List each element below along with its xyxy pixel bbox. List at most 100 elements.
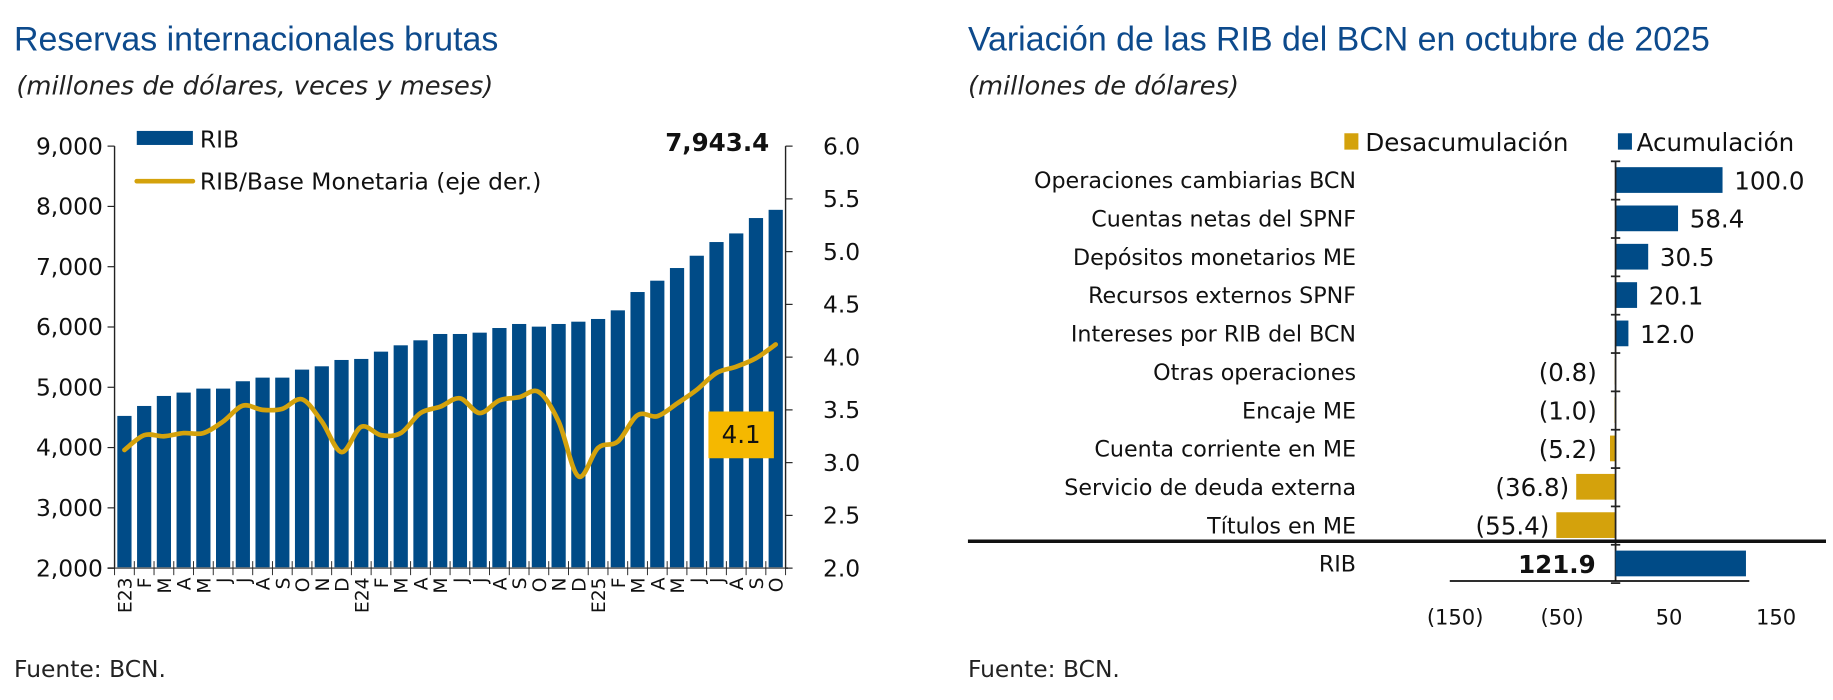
rib-bar	[137, 405, 152, 569]
rib-bar	[512, 323, 527, 569]
rib-bar	[590, 318, 606, 569]
variation-bar	[1556, 512, 1616, 538]
rib-variation-chart: Desacumulación Acumulación Operaciones cam…	[967, 128, 1826, 629]
month-label: M	[392, 577, 413, 593]
legend-desacumulacion-swatch	[1344, 133, 1359, 150]
rib-bar	[689, 255, 704, 569]
month-label: M	[629, 577, 650, 593]
rib-bar	[255, 377, 270, 569]
month-label: M	[155, 577, 176, 593]
rib-bar	[492, 328, 507, 569]
left-tick-label: 7,000	[36, 253, 103, 281]
rib-bar	[433, 333, 448, 569]
value-label: (0.8)	[1539, 358, 1597, 387]
rib-bar	[729, 233, 744, 569]
variation-bar	[1615, 243, 1649, 270]
month-label: J	[688, 577, 709, 584]
left-tick-label: 2,000	[36, 554, 103, 582]
right-tick-label: 5.5	[823, 185, 860, 213]
value-label: (1.0)	[1539, 396, 1597, 425]
right-chart-subtitle: (millones de dólares)	[967, 72, 1240, 102]
month-label: J	[451, 577, 472, 584]
rib-bar	[275, 377, 290, 569]
ratio-line	[122, 342, 779, 479]
ratio-label-box	[708, 411, 774, 459]
right-chart-source: Fuente: BCN.	[967, 654, 1120, 683]
x-tick-label: 150	[1756, 604, 1796, 629]
month-label: N	[550, 577, 571, 591]
rib-bar	[235, 381, 250, 569]
rib-bar	[650, 280, 665, 569]
last-ratio-value: 4.1	[722, 420, 761, 449]
rib-bar	[472, 332, 487, 569]
category-label: Recursos externos SPNF	[1088, 283, 1356, 309]
left-chart-subtitle: (millones de dólares, veces y meses)	[16, 72, 494, 102]
rib-bar	[354, 358, 369, 569]
value-label: (36.8)	[1495, 473, 1569, 502]
legend-ratio-label: RIB/Base Monetaria (eje der.)	[200, 167, 541, 195]
rib-bar	[531, 326, 546, 569]
reserves-chart: 2,000 3,000 4,000 5,000 6,000 7,000 8,000 9,000…	[36, 125, 860, 613]
category-label: Otras operaciones	[1153, 360, 1356, 386]
legend-acumulacion-label: Acumulación	[1637, 128, 1795, 157]
category-label: Cuentas netas del SPNF	[1091, 207, 1356, 233]
total-value: 121.9	[1518, 550, 1596, 579]
month-label: S	[273, 577, 294, 589]
left-tick-label: 9,000	[36, 132, 103, 160]
month-label: S	[510, 577, 531, 589]
legend-acumulacion-swatch	[1617, 133, 1632, 150]
month-label: A	[490, 577, 511, 590]
variation-bar	[1615, 167, 1723, 193]
value-label: (5.2)	[1539, 435, 1597, 464]
last-bar-value: 7,943.4	[665, 128, 769, 157]
month-label: M	[194, 577, 215, 593]
legend-rib-swatch	[136, 130, 193, 145]
month-label: N	[313, 577, 334, 591]
rib-bar	[630, 292, 645, 569]
variation-bar	[1615, 205, 1679, 232]
month-label: M	[431, 577, 452, 593]
month-label: S	[747, 577, 768, 589]
category-label: Depósitos monetarios ME	[1073, 245, 1356, 271]
month-label: D	[569, 577, 590, 591]
month-label: A	[175, 577, 196, 590]
month-label: E25	[589, 577, 610, 613]
left-tick-label: 8,000	[36, 193, 103, 221]
month-label: J	[708, 577, 729, 584]
left-chart-title: Reservas internacionales brutas	[14, 21, 499, 59]
rib-bar	[334, 359, 349, 569]
right-chart-title: Variación de las RIB del BCN en octubre …	[967, 21, 1710, 59]
left-tick-label: 5,000	[36, 373, 103, 401]
month-label: J	[234, 577, 255, 584]
value-label: 12.0	[1640, 320, 1695, 349]
rib-bar	[393, 345, 408, 569]
rib-bar	[551, 323, 566, 569]
total-bar	[1615, 550, 1746, 577]
month-label: E24	[352, 577, 373, 613]
month-label: D	[333, 577, 354, 591]
month-label: M	[668, 577, 689, 593]
right-tick-label: 4.5	[823, 291, 860, 319]
right-tick-label: 3.0	[823, 449, 860, 477]
variation-bar	[1610, 435, 1616, 462]
variation-bar	[1615, 320, 1629, 347]
rib-bar	[452, 333, 468, 569]
category-label: Servicio de deuda externa	[1064, 475, 1356, 501]
right-tick-label: 6.0	[823, 132, 860, 160]
value-label: 58.4	[1690, 205, 1745, 234]
x-tick-label: 50	[1656, 604, 1683, 629]
month-label: F	[135, 577, 156, 588]
month-label: F	[609, 577, 630, 588]
value-label: 20.1	[1649, 281, 1704, 310]
total-label: RIB	[1319, 552, 1356, 578]
x-tick-label: (150)	[1427, 604, 1484, 629]
value-label: 100.0	[1734, 166, 1804, 195]
left-tick-label: 6,000	[36, 313, 103, 341]
right-tick-label: 4.0	[823, 343, 860, 371]
rib-bar	[117, 415, 132, 569]
right-tick-label: 2.5	[823, 502, 860, 530]
right-tick-label: 3.5	[823, 396, 860, 424]
rib-bar	[176, 392, 191, 569]
value-label: 30.5	[1660, 243, 1715, 272]
month-label: A	[648, 577, 669, 590]
